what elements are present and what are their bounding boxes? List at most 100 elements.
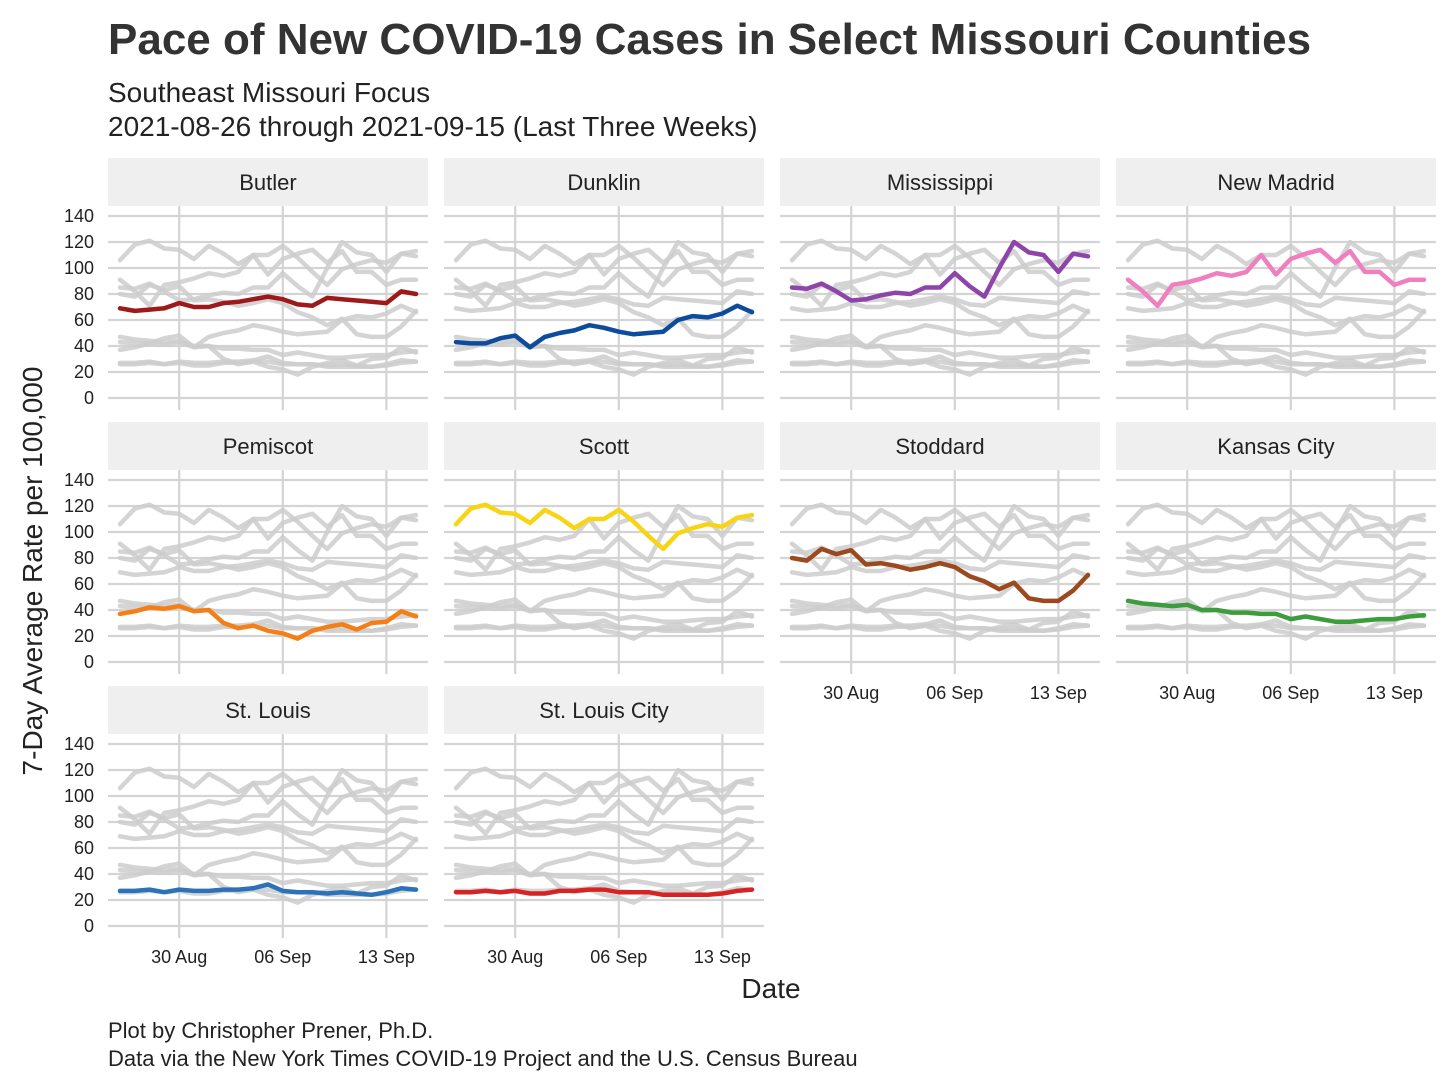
- background-series-line: [453, 239, 755, 303]
- x-tick-label: 06 Sep: [254, 947, 311, 967]
- background-series-line: [117, 831, 419, 878]
- background-series-line: [117, 623, 419, 634]
- chart-subtitle-line-1: Southeast Missouri Focus: [108, 77, 430, 108]
- facet-strip-label: Pemiscot: [223, 434, 313, 459]
- facet-strip: [1116, 422, 1436, 470]
- background-series-line: [453, 775, 755, 836]
- background-series-line: [1125, 546, 1427, 604]
- background-series-line: [1125, 567, 1427, 614]
- highlight-series-line: [117, 603, 419, 641]
- highlight-series-line: [117, 289, 419, 314]
- background-series-line: [453, 862, 755, 888]
- y-tick-label: 60: [74, 838, 94, 858]
- background-series-line: [117, 767, 419, 831]
- background-series-line: [117, 503, 419, 567]
- x-tick-label: 13 Sep: [1366, 683, 1423, 703]
- x-tick-label: 06 Sep: [1262, 683, 1319, 703]
- y-tick-label: 120: [64, 232, 94, 252]
- facet-strip: [780, 158, 1100, 206]
- y-tick-label: 140: [64, 206, 94, 226]
- y-axis-title: 7-Day Average Rate per 100,000: [17, 367, 48, 776]
- background-series-line: [789, 282, 1091, 340]
- background-series-line: [1125, 238, 1427, 288]
- x-tick-label: 06 Sep: [926, 683, 983, 703]
- caption-line-1: Plot by Christopher Prener, Ph.D.: [108, 1018, 433, 1043]
- background-series-line: [453, 810, 755, 868]
- facet-strip: [108, 686, 428, 734]
- background-series-line: [789, 359, 1091, 370]
- y-tick-label: 60: [74, 574, 94, 594]
- y-tick-label: 20: [74, 626, 94, 646]
- facet-panel: St. Louis City 30 Aug 06 Sep 13 Sep: [444, 686, 764, 967]
- facet-panel: Scott: [444, 422, 764, 674]
- facet-strip: [108, 422, 428, 470]
- x-axis-title: Date: [741, 973, 800, 1004]
- x-tick-label: 30 Aug: [823, 683, 879, 703]
- background-series-line: [789, 289, 1091, 314]
- background-series-line: [1125, 359, 1427, 370]
- facet-panel: New Madrid: [1116, 158, 1436, 410]
- background-series-line: [453, 282, 755, 340]
- facet-strip-label: Kansas City: [1217, 434, 1334, 459]
- background-series-line: [117, 303, 419, 350]
- y-tick-label: 0: [84, 916, 94, 936]
- highlight-series-line: [453, 502, 755, 552]
- y-tick-label: 120: [64, 760, 94, 780]
- background-series-line: [117, 553, 419, 578]
- background-series-line: [1125, 334, 1427, 360]
- background-series-line: [117, 567, 419, 614]
- y-tick-label: 0: [84, 652, 94, 672]
- background-series-line: [1125, 502, 1427, 552]
- y-tick-label: 20: [74, 362, 94, 382]
- highlight-series-line: [117, 882, 419, 898]
- background-series-line: [1125, 503, 1427, 567]
- facet-strip: [444, 158, 764, 206]
- background-series-line: [453, 289, 755, 314]
- background-series-line: [789, 553, 1091, 578]
- background-series-line: [117, 502, 419, 552]
- background-series-line: [117, 239, 419, 303]
- facet-strip: [108, 158, 428, 206]
- highlight-series-line: [1125, 598, 1427, 624]
- background-series-line: [789, 567, 1091, 614]
- facet-panel: Stoddard 30 Aug 06 Sep 13 Sep: [780, 422, 1100, 703]
- facet-panel: St. Louis 0 20 40 60 80 100 120 140 30 Aug 06 Sep 1…: [64, 686, 428, 967]
- background-series-line: [117, 359, 419, 370]
- background-series-line: [789, 511, 1091, 572]
- facet-strip-label: Stoddard: [895, 434, 984, 459]
- background-series-line: [117, 766, 419, 816]
- y-tick-label: 120: [64, 496, 94, 516]
- highlight-series-line: [453, 887, 755, 898]
- background-series-line: [453, 767, 755, 831]
- background-series-line: [1125, 289, 1427, 314]
- background-series-line: [1125, 553, 1427, 578]
- background-series-line: [453, 831, 755, 878]
- background-series-line: [1125, 303, 1427, 350]
- chart-title: Pace of New COVID-19 Cases in Select Mis…: [108, 15, 1311, 64]
- x-tick-label: 13 Sep: [694, 947, 751, 967]
- background-series-line: [117, 511, 419, 572]
- y-tick-label: 80: [74, 812, 94, 832]
- y-tick-label: 0: [84, 388, 94, 408]
- x-tick-label: 30 Aug: [1159, 683, 1215, 703]
- y-tick-label: 80: [74, 548, 94, 568]
- background-series-line: [453, 766, 755, 816]
- background-series-line: [1125, 239, 1427, 303]
- y-tick-label: 20: [74, 890, 94, 910]
- background-series-line: [789, 598, 1091, 624]
- facet-panel: Dunklin: [444, 158, 764, 410]
- background-series-line: [789, 334, 1091, 360]
- background-series-line: [789, 247, 1091, 308]
- facet-strip: [444, 422, 764, 470]
- background-series-line: [453, 817, 755, 842]
- highlight-series-line: [789, 546, 1091, 604]
- x-tick-label: 13 Sep: [358, 947, 415, 967]
- facet-strip-label: St. Louis: [225, 698, 311, 723]
- background-series-line: [453, 598, 755, 624]
- background-series-line: [789, 623, 1091, 634]
- facet-panels: Butler 0 20 40 60 80 100 120 140 Dunklin Mississip…: [64, 158, 1436, 967]
- facet-strip-label: St. Louis City: [539, 698, 669, 723]
- background-series-line: [453, 511, 755, 572]
- background-series-line: [453, 238, 755, 288]
